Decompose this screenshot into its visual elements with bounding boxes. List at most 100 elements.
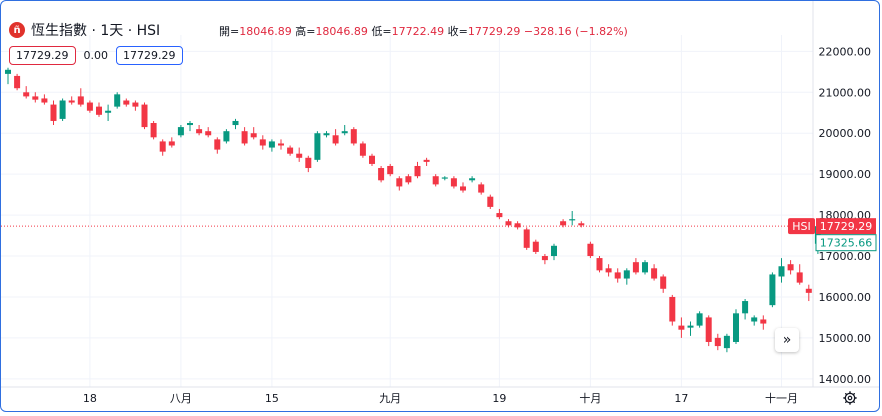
candle	[5, 67, 11, 85]
candle-body	[369, 155, 375, 164]
candle-body	[596, 258, 603, 271]
ohlc-legend: 開=18046.89 高=18046.89 低=17722.49 收=17729…	[219, 23, 628, 39]
candle-body	[696, 313, 703, 326]
candle-body	[714, 337, 721, 347]
candle-body	[141, 104, 148, 128]
candle-body	[68, 100, 75, 103]
candle	[669, 294, 676, 326]
candle	[332, 129, 339, 146]
candle	[742, 299, 749, 320]
candle-body	[623, 270, 630, 279]
candle-body	[14, 75, 21, 89]
candle	[359, 141, 366, 158]
candle	[705, 315, 712, 347]
candle-body	[332, 135, 339, 144]
candle	[287, 145, 294, 156]
x-tick-label: 18	[83, 392, 97, 405]
x-tick-label: 15	[265, 392, 279, 405]
candle	[41, 94, 48, 105]
candle	[314, 131, 321, 162]
ohlc-change-value: −328.16 (−1.82%)	[523, 25, 628, 38]
candle-body	[541, 256, 548, 261]
candle	[660, 274, 667, 293]
y-tick-label: 17000.00	[819, 250, 872, 263]
last-price-value: 17729.29	[820, 220, 873, 233]
last-price-value-bg	[816, 218, 876, 235]
candle-body	[241, 131, 248, 144]
candle	[696, 311, 703, 328]
candle	[241, 127, 248, 146]
last-price-label: HSI 17729.29	[788, 218, 876, 235]
candle-body	[59, 100, 66, 119]
ohlc-low-value: 17722.49	[391, 25, 445, 38]
symbol-title[interactable]: 恆生指數 · 1天 · HSI	[31, 23, 161, 39]
candle-body	[632, 262, 639, 273]
candle-body	[296, 153, 303, 158]
candle	[596, 256, 603, 273]
candle-body	[778, 266, 785, 277]
candle-body	[423, 159, 430, 162]
candle	[551, 243, 557, 261]
candle	[86, 100, 93, 113]
candle	[150, 120, 157, 140]
candle	[751, 315, 758, 326]
candle-body	[32, 96, 39, 100]
candle	[323, 131, 330, 138]
candle	[541, 253, 548, 265]
candle-body	[432, 176, 439, 185]
candle-body	[551, 245, 557, 257]
candle	[32, 92, 39, 103]
candle-body	[687, 325, 694, 328]
x-tick-label: 八月	[170, 392, 192, 405]
candle	[168, 137, 175, 148]
scroll-to-realtime-button[interactable]: »	[775, 328, 799, 352]
candle	[714, 333, 721, 351]
x-tick-label: 九月	[379, 392, 401, 405]
candle-body	[642, 262, 648, 273]
sell-price-pill[interactable]: 17729.29	[9, 46, 76, 65]
candle	[614, 268, 621, 283]
ohlc-open-label: 開=	[219, 25, 240, 38]
candle-body	[760, 319, 767, 324]
candle-body	[314, 133, 321, 160]
candle-body	[259, 139, 266, 146]
candle	[632, 258, 639, 275]
y-tick-label: 16000.00	[819, 291, 872, 304]
candle	[378, 165, 385, 183]
candle-body	[569, 219, 576, 221]
candle-body	[514, 223, 521, 228]
candle-body	[168, 141, 175, 146]
ref-price-label: 17325.66	[815, 234, 877, 252]
y-tick-label: 21000.00	[819, 86, 872, 99]
candle	[605, 264, 612, 277]
candle-body	[414, 165, 421, 177]
candle	[760, 315, 767, 330]
candle	[123, 98, 130, 107]
buy-price-pill[interactable]: 17729.29	[116, 46, 183, 65]
candle-body	[323, 133, 330, 136]
candle-body	[378, 168, 385, 181]
candle-body	[723, 335, 730, 349]
candle	[223, 129, 230, 144]
candle-body	[350, 129, 357, 144]
candle-body	[496, 213, 503, 218]
candle	[623, 268, 630, 285]
candle	[350, 127, 357, 146]
candle	[478, 182, 485, 195]
candle-body	[660, 276, 667, 289]
candle-body	[523, 229, 530, 248]
candle	[787, 260, 794, 275]
candle	[523, 227, 530, 250]
price-pills: 17729.29 0.00 17729.29	[9, 46, 183, 65]
candle	[214, 137, 221, 154]
candle-body	[450, 178, 457, 187]
x-tick-label: 十月	[579, 391, 601, 405]
hsi-logo-icon[interactable]: ñ	[9, 22, 25, 38]
candle	[778, 258, 785, 283]
candle	[96, 102, 102, 117]
candle	[187, 120, 193, 132]
candle-body	[796, 272, 803, 283]
gear-icon[interactable]	[843, 391, 857, 405]
candle-body	[769, 274, 776, 306]
